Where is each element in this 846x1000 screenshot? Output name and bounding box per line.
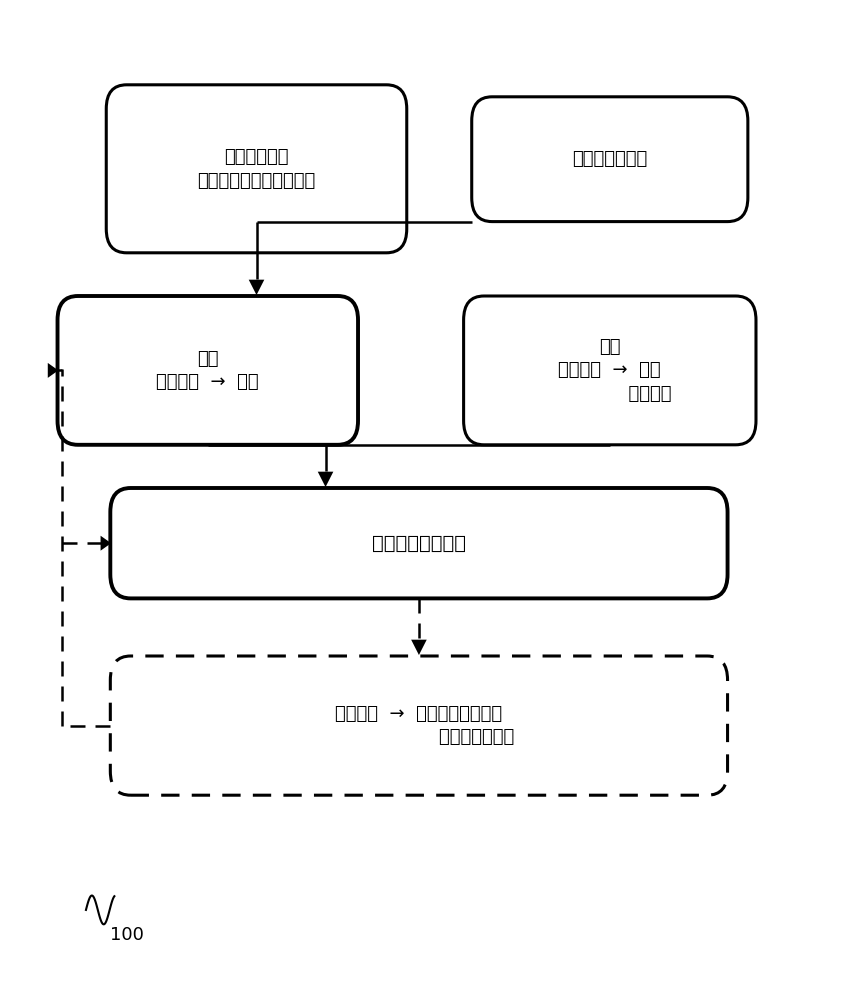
FancyBboxPatch shape — [110, 488, 728, 598]
FancyBboxPatch shape — [110, 656, 728, 795]
Text: 输入
表征数据  →  真实
              解剖结构: 输入 表征数据 → 真实 解剖结构 — [548, 338, 672, 403]
Text: 临床目标的数据: 临床目标的数据 — [572, 150, 647, 168]
Text: 100: 100 — [110, 926, 144, 944]
FancyBboxPatch shape — [107, 85, 407, 253]
Polygon shape — [249, 280, 264, 295]
Text: 二次效应  →  校正标准治疗模式
                    或个体治疗模式: 二次效应 → 校正标准治疗模式 或个体治疗模式 — [324, 705, 514, 746]
Polygon shape — [411, 640, 426, 655]
Text: 理想解剖结构
（虚拟模型眼睛）的数据: 理想解剖结构 （虚拟模型眼睛）的数据 — [197, 148, 316, 190]
Polygon shape — [101, 536, 111, 551]
Text: 生成个体治疗模式: 生成个体治疗模式 — [372, 534, 466, 553]
FancyBboxPatch shape — [472, 97, 748, 222]
Polygon shape — [47, 363, 58, 378]
FancyBboxPatch shape — [464, 296, 756, 445]
Text: 标准
治疗模式  →  调整: 标准 治疗模式 → 调整 — [157, 350, 259, 391]
Polygon shape — [318, 472, 333, 487]
FancyBboxPatch shape — [58, 296, 358, 445]
